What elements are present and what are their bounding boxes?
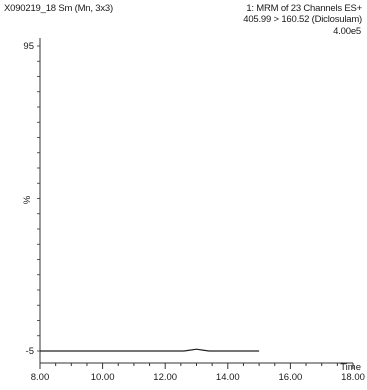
chart-labels: 8.00 10.00 12.00 14.00 16.00 18.00 95 -5% Time (22, 41, 365, 383)
intensity-label: 4.00e5 (333, 26, 361, 37)
y-tick-label: 95 (23, 41, 34, 52)
x-tick-label: 14.00 (216, 372, 240, 383)
y-tick-label: -5 (26, 346, 34, 357)
x-tick-label: 16.00 (279, 372, 303, 383)
chart-series (40, 348, 260, 352)
x-tick-label: 12.00 (153, 372, 177, 383)
series-line-1 (40, 348, 260, 352)
y-axis-label: % (22, 195, 33, 204)
transition-info: 405.99 > 160.52 (Diclosulam) (243, 14, 362, 25)
sample-info: X090219_18 Sm (Mn, 3x3) (4, 3, 113, 14)
channel-info: 1: MRM of 23 Channels ES+ (246, 3, 362, 14)
x-tick-label: 8.00 (31, 372, 50, 383)
x-tick-label: 10.00 (91, 372, 115, 383)
chart-axes (37, 38, 354, 369)
x-tick-label: 18.00 (341, 372, 365, 383)
x-axis-label: Time (340, 362, 361, 373)
